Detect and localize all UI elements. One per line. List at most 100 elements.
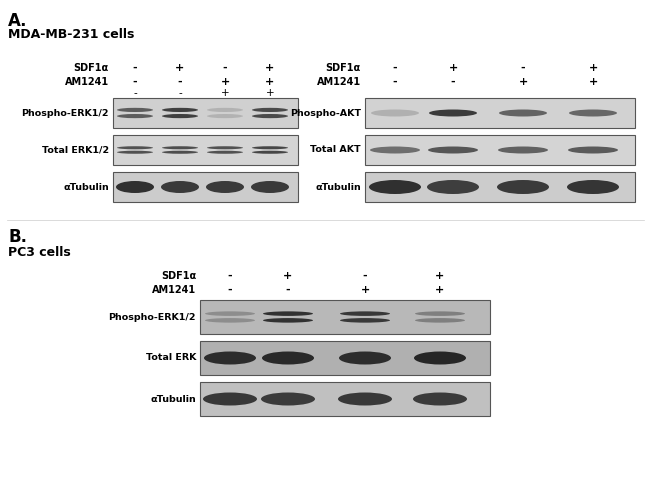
Ellipse shape bbox=[429, 109, 477, 117]
Ellipse shape bbox=[203, 392, 257, 406]
Text: +: + bbox=[588, 63, 597, 73]
Ellipse shape bbox=[263, 318, 313, 323]
Bar bbox=[200, 382, 490, 416]
Ellipse shape bbox=[204, 351, 256, 365]
Ellipse shape bbox=[339, 351, 391, 365]
Ellipse shape bbox=[252, 114, 288, 118]
Ellipse shape bbox=[338, 392, 392, 406]
Ellipse shape bbox=[251, 181, 289, 193]
Ellipse shape bbox=[414, 351, 466, 365]
Text: B.: B. bbox=[8, 228, 27, 246]
Ellipse shape bbox=[370, 146, 420, 154]
Ellipse shape bbox=[162, 114, 198, 118]
Text: +: + bbox=[436, 271, 445, 281]
Ellipse shape bbox=[252, 151, 288, 154]
Text: Total AKT: Total AKT bbox=[311, 145, 361, 155]
Ellipse shape bbox=[569, 109, 617, 117]
Text: +: + bbox=[436, 285, 445, 295]
Ellipse shape bbox=[567, 180, 619, 194]
Text: αTubulin: αTubulin bbox=[63, 183, 109, 191]
Bar bbox=[200, 300, 490, 334]
Text: Total ERK: Total ERK bbox=[146, 353, 196, 363]
Text: -: - bbox=[133, 88, 137, 98]
Ellipse shape bbox=[415, 311, 465, 316]
Ellipse shape bbox=[340, 311, 390, 316]
Ellipse shape bbox=[428, 146, 478, 154]
Text: SDF1α: SDF1α bbox=[73, 63, 109, 73]
Text: -: - bbox=[227, 285, 232, 295]
Ellipse shape bbox=[262, 351, 314, 365]
Ellipse shape bbox=[252, 146, 288, 149]
Text: +: + bbox=[221, 88, 229, 98]
Bar bbox=[200, 341, 490, 375]
Text: AM1241: AM1241 bbox=[65, 77, 109, 87]
Ellipse shape bbox=[206, 181, 244, 193]
Bar bbox=[113, 172, 298, 202]
Text: +: + bbox=[360, 285, 370, 295]
Ellipse shape bbox=[205, 318, 255, 323]
Text: +: + bbox=[265, 77, 274, 87]
Text: -: - bbox=[286, 285, 291, 295]
Text: -: - bbox=[177, 77, 182, 87]
Bar bbox=[113, 98, 298, 128]
Bar bbox=[365, 172, 635, 202]
Text: αTubulin: αTubulin bbox=[315, 183, 361, 191]
Text: SDF1α: SDF1α bbox=[326, 63, 361, 73]
Text: +: + bbox=[283, 271, 292, 281]
Ellipse shape bbox=[162, 108, 198, 112]
Ellipse shape bbox=[568, 146, 618, 154]
Ellipse shape bbox=[162, 146, 198, 149]
Text: PC3 cells: PC3 cells bbox=[8, 246, 71, 259]
Text: -: - bbox=[393, 63, 397, 73]
Text: +: + bbox=[220, 77, 229, 87]
Ellipse shape bbox=[371, 109, 419, 117]
Text: A.: A. bbox=[8, 12, 27, 30]
Text: Phospho-ERK1/2: Phospho-ERK1/2 bbox=[21, 108, 109, 118]
Text: +: + bbox=[176, 63, 185, 73]
Ellipse shape bbox=[499, 109, 547, 117]
Ellipse shape bbox=[427, 180, 479, 194]
Text: Phospho-ERK1/2: Phospho-ERK1/2 bbox=[109, 312, 196, 322]
Text: SDF1α: SDF1α bbox=[161, 271, 196, 281]
Ellipse shape bbox=[252, 108, 288, 112]
Ellipse shape bbox=[261, 392, 315, 406]
Text: -: - bbox=[178, 88, 182, 98]
Ellipse shape bbox=[207, 146, 243, 149]
Text: αTubulin: αTubulin bbox=[150, 394, 196, 404]
Ellipse shape bbox=[263, 311, 313, 316]
Text: +: + bbox=[519, 77, 528, 87]
Ellipse shape bbox=[205, 311, 255, 316]
Text: -: - bbox=[363, 271, 367, 281]
Ellipse shape bbox=[117, 114, 153, 118]
Text: MDA-MB-231 cells: MDA-MB-231 cells bbox=[8, 28, 135, 41]
Ellipse shape bbox=[207, 108, 243, 112]
Text: +: + bbox=[588, 77, 597, 87]
Text: Phospho-AKT: Phospho-AKT bbox=[290, 108, 361, 118]
Ellipse shape bbox=[413, 392, 467, 406]
Ellipse shape bbox=[117, 146, 153, 149]
Bar bbox=[365, 98, 635, 128]
Ellipse shape bbox=[340, 318, 390, 323]
Text: +: + bbox=[266, 88, 274, 98]
Text: AM1241: AM1241 bbox=[317, 77, 361, 87]
Text: Total ERK1/2: Total ERK1/2 bbox=[42, 145, 109, 155]
Text: -: - bbox=[393, 77, 397, 87]
Ellipse shape bbox=[497, 180, 549, 194]
Text: AM1241: AM1241 bbox=[152, 285, 196, 295]
Ellipse shape bbox=[207, 151, 243, 154]
Ellipse shape bbox=[116, 181, 154, 193]
Text: +: + bbox=[448, 63, 458, 73]
Text: -: - bbox=[227, 271, 232, 281]
Ellipse shape bbox=[161, 181, 199, 193]
Ellipse shape bbox=[415, 318, 465, 323]
Ellipse shape bbox=[207, 114, 243, 118]
Ellipse shape bbox=[117, 108, 153, 112]
Text: -: - bbox=[521, 63, 525, 73]
Bar bbox=[113, 135, 298, 165]
Bar bbox=[365, 135, 635, 165]
Text: -: - bbox=[133, 63, 137, 73]
Ellipse shape bbox=[162, 151, 198, 154]
Text: -: - bbox=[223, 63, 227, 73]
Ellipse shape bbox=[117, 151, 153, 154]
Ellipse shape bbox=[369, 180, 421, 194]
